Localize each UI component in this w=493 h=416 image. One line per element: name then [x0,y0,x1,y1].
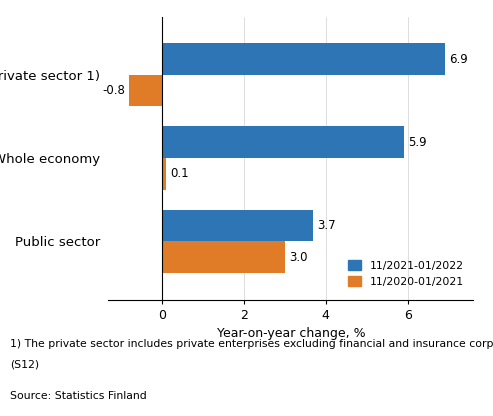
Text: 0.1: 0.1 [170,167,188,181]
Bar [162,241,285,273]
Bar [162,126,404,158]
Bar [162,158,166,190]
Text: Source: Statistics Finland: Source: Statistics Finland [10,391,146,401]
Text: 3.7: 3.7 [317,219,336,232]
Bar [129,75,162,106]
Text: 6.9: 6.9 [449,52,467,66]
Text: 5.9: 5.9 [408,136,426,149]
Legend: 11/2021-01/2022, 11/2020-01/2021: 11/2021-01/2022, 11/2020-01/2021 [344,256,468,291]
X-axis label: Year-on-year change, %: Year-on-year change, % [216,327,365,340]
Bar [162,43,445,75]
Text: 3.0: 3.0 [289,250,307,264]
Bar [162,210,314,241]
Text: -0.8: -0.8 [102,84,125,97]
Text: (S12): (S12) [10,360,39,370]
Text: 1) The private sector includes private enterprises excluding financial and insur: 1) The private sector includes private e… [10,339,493,349]
